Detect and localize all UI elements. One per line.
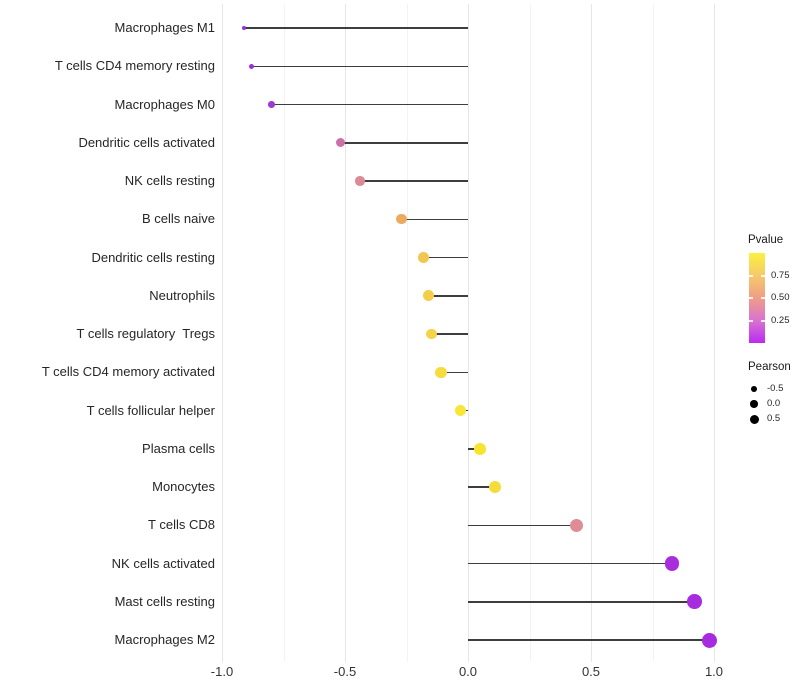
lollipop-stem xyxy=(468,448,481,450)
y-axis-label: Macrophages M1 xyxy=(114,20,215,35)
x-axis-tick-label: 0.0 xyxy=(458,664,478,679)
y-axis-label: B cells naive xyxy=(142,211,215,227)
data-point xyxy=(267,101,275,108)
data-point xyxy=(686,594,702,610)
x-axis-tick-label: 0.5 xyxy=(581,664,601,679)
lollipop-stem xyxy=(244,27,468,29)
y-axis-label: T cells CD4 memory activated xyxy=(41,364,215,380)
lollipop-stem xyxy=(251,65,468,67)
lollipop-stem xyxy=(340,142,468,144)
size-legend-dot xyxy=(751,386,757,392)
colorbar-tick-label: 0.75 xyxy=(771,269,790,281)
minor-gridline xyxy=(283,4,285,662)
y-axis-label: Macrophages M2 xyxy=(114,632,215,647)
data-point xyxy=(355,176,365,186)
y-axis-label: Mast cells resting xyxy=(114,593,215,609)
colorbar-tick xyxy=(749,274,753,277)
data-point xyxy=(435,366,447,378)
major-gridline xyxy=(345,4,346,662)
lollipop-stem xyxy=(468,524,577,526)
lollipop-stem xyxy=(271,103,468,106)
y-axis-label: Dendritic cells activated xyxy=(78,134,215,150)
minor-gridline xyxy=(652,4,654,662)
minor-gridline xyxy=(406,4,408,662)
size-legend-label: 0.0 xyxy=(767,398,781,409)
major-gridline xyxy=(591,4,592,662)
lollipop-stem xyxy=(468,601,695,603)
data-point xyxy=(396,214,407,225)
colorbar-tick xyxy=(761,319,765,322)
y-axis-label: Plasma cells xyxy=(142,440,215,456)
y-axis-label: NK cells resting xyxy=(124,173,215,188)
y-axis-label: T cells CD8 xyxy=(148,517,215,533)
x-axis-tick-label: -1.0 xyxy=(210,664,234,679)
major-gridline xyxy=(714,4,715,662)
data-point xyxy=(425,328,437,340)
data-point xyxy=(569,518,583,532)
y-axis-label: Macrophages M0 xyxy=(114,96,215,112)
colorbar-tick xyxy=(761,274,765,277)
data-point xyxy=(248,63,255,69)
colorbar-tick-label: 0.25 xyxy=(771,314,790,326)
data-point xyxy=(454,404,467,417)
size-legend-dot xyxy=(750,400,758,408)
data-point xyxy=(335,138,345,148)
y-axis-label: T cells regulatory Tregs xyxy=(76,326,215,341)
x-axis-tick-label: 1.0 xyxy=(704,664,724,679)
data-point xyxy=(489,480,502,494)
lollipop-stem xyxy=(431,333,468,335)
lollipop-stem xyxy=(401,218,468,220)
colorbar-tick xyxy=(761,297,765,299)
major-gridline xyxy=(222,4,223,662)
y-axis-label: NK cells activated xyxy=(111,555,215,571)
lollipop-stem xyxy=(428,295,468,297)
data-point xyxy=(423,290,435,302)
lollipop-stem xyxy=(468,639,710,641)
size-legend-label: 0.5 xyxy=(767,413,781,424)
data-point xyxy=(664,556,680,571)
y-axis-label: Neutrophils xyxy=(149,287,215,303)
colorbar-tick xyxy=(749,319,753,322)
y-axis-label: T cells follicular helper xyxy=(86,402,215,418)
size-legend-label: -0.5 xyxy=(767,383,784,394)
colorbar-tick-label: 0.50 xyxy=(771,292,790,303)
y-axis-label: Dendritic cells resting xyxy=(91,249,215,265)
pearson-legend-title: Pearson xyxy=(748,361,791,373)
lollipop-stem xyxy=(468,562,673,565)
size-legend-dot xyxy=(749,414,759,424)
y-axis-label: T cells CD4 memory resting xyxy=(54,58,215,74)
data-point xyxy=(242,26,247,30)
colorbar-tick xyxy=(749,297,753,299)
x-axis-tick-label: -0.5 xyxy=(333,664,357,679)
major-gridline xyxy=(468,4,469,662)
data-point xyxy=(418,252,430,263)
y-axis-label: Monocytes xyxy=(152,479,215,494)
minor-gridline xyxy=(529,4,531,662)
lollipop-stem xyxy=(423,256,468,259)
data-point xyxy=(701,632,717,648)
data-point xyxy=(474,442,487,455)
lollipop-stem xyxy=(440,371,468,373)
pvalue-legend-title: Pvalue xyxy=(748,234,784,246)
lollipop-stem xyxy=(468,486,496,488)
lollipop-stem xyxy=(359,180,468,182)
